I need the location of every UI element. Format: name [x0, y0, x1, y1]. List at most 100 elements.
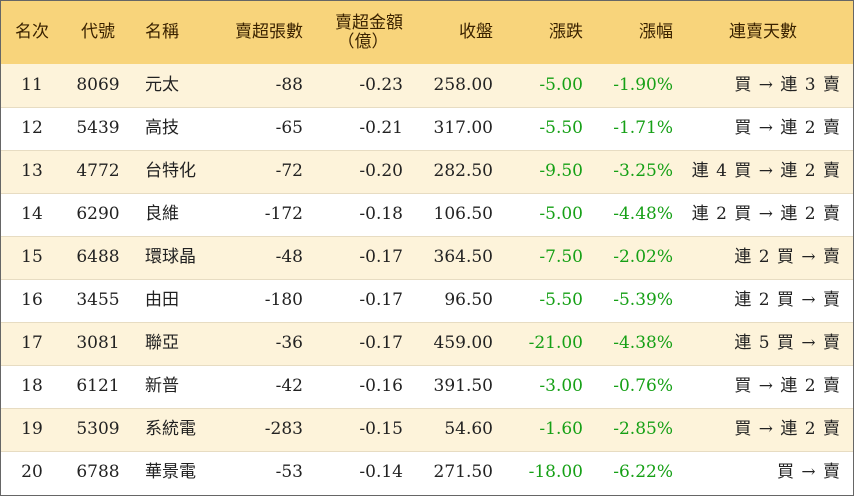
stock-code-cell[interactable]: 6488 — [63, 235, 133, 279]
oversold-lots-cell: -283 — [217, 407, 303, 451]
oversold-lots-cell: -48 — [217, 235, 303, 279]
oversold-lots-cell: -53 — [217, 450, 303, 494]
change-cell: -18.00 — [493, 450, 583, 494]
stock-code-cell[interactable]: 4772 — [63, 149, 133, 193]
change-pct-cell: -3.25% — [583, 149, 673, 193]
streak-cell: 連 2 買 → 連 2 賣 — [673, 192, 853, 236]
header-oversold-lots[interactable]: 賣超張數 — [235, 22, 303, 42]
change-cell: -21.00 — [493, 321, 583, 365]
close-price-cell: 364.50 — [403, 235, 493, 279]
oversold-amount-cell: -0.21 — [303, 106, 403, 150]
stock-name-cell[interactable]: 新普 — [133, 364, 217, 408]
rank-cell: 11 — [21, 74, 43, 95]
change-pct-cell: -1.71% — [583, 106, 673, 150]
table-row[interactable]: 17 3081 聯亞 -36 -0.17 459.00 -21.00 -4.38… — [1, 321, 853, 365]
change-cell: -7.50 — [493, 235, 583, 279]
table-row[interactable]: 14 6290 良維 -172 -0.18 106.50 -5.00 -4.48… — [1, 192, 853, 236]
table-row[interactable]: 18 6121 新普 -42 -0.16 391.50 -3.00 -0.76%… — [1, 364, 853, 408]
change-cell: -5.50 — [493, 106, 583, 150]
stock-name-cell[interactable]: 台特化 — [133, 149, 217, 193]
stock-name-cell[interactable]: 由田 — [133, 278, 217, 322]
close-price-cell: 54.60 — [403, 407, 493, 451]
stock-code-cell[interactable]: 3455 — [63, 278, 133, 322]
streak-cell: 買 → 連 2 賣 — [673, 407, 853, 451]
change-pct-cell: -2.85% — [583, 407, 673, 451]
header-change[interactable]: 漲跌 — [549, 22, 583, 42]
close-price-cell: 106.50 — [403, 192, 493, 236]
change-cell: -9.50 — [493, 149, 583, 193]
close-price-cell: 317.00 — [403, 106, 493, 150]
stock-code-cell[interactable]: 6788 — [63, 450, 133, 494]
oversold-amount-cell: -0.15 — [303, 407, 403, 451]
table-row[interactable]: 19 5309 系統電 -283 -0.15 54.60 -1.60 -2.85… — [1, 407, 853, 451]
rank-cell: 14 — [1, 192, 63, 236]
change-cell: -5.50 — [493, 278, 583, 322]
oversold-lots-cell: -180 — [217, 278, 303, 322]
streak-cell: 連 4 買 → 連 2 賣 — [673, 149, 853, 193]
change-pct-cell: -4.38% — [583, 321, 673, 365]
table-header-row: 名次 代號 名稱 賣超張數 賣超金額 （億） 收盤 漲跌 漲幅 連賣天數 — [1, 1, 853, 64]
change-pct-cell: -4.48% — [583, 192, 673, 236]
stock-code-cell[interactable]: 8069 — [76, 74, 120, 95]
oversold-lots-cell: -65 — [217, 106, 303, 150]
header-oversold-amount-label: 賣超金額 — [335, 12, 403, 33]
header-streak[interactable]: 連賣天數 — [729, 22, 797, 42]
change-pct-cell: -2.02% — [583, 235, 673, 279]
oversold-lots-cell: -42 — [217, 364, 303, 408]
rank-cell: 18 — [1, 364, 63, 408]
oversold-amount-cell: -0.14 — [303, 450, 403, 494]
stock-name-cell[interactable]: 系統電 — [133, 407, 217, 451]
stock-name-cell[interactable]: 良維 — [133, 192, 217, 236]
oversold-lots-cell: -172 — [217, 192, 303, 236]
oversold-lots-cell: -36 — [217, 321, 303, 365]
streak-cell: 買 → 連 3 賣 — [734, 74, 841, 95]
change-pct-cell: -5.39% — [583, 278, 673, 322]
stock-name-cell[interactable]: 聯亞 — [133, 321, 217, 365]
close-price-cell: 271.50 — [403, 450, 493, 494]
header-rank[interactable]: 名次 — [15, 22, 49, 42]
stock-code-cell[interactable]: 6290 — [63, 192, 133, 236]
header-change-pct[interactable]: 漲幅 — [639, 22, 673, 42]
rank-cell: 19 — [1, 407, 63, 451]
stock-code-cell[interactable]: 3081 — [63, 321, 133, 365]
stock-code-cell[interactable]: 5309 — [63, 407, 133, 451]
stock-name-cell[interactable]: 環球晶 — [133, 235, 217, 279]
close-price-cell: 391.50 — [403, 364, 493, 408]
change-cell: -5.00 — [493, 192, 583, 236]
oversold-amount-cell: -0.16 — [303, 364, 403, 408]
streak-cell: 連 2 買 → 賣 — [673, 235, 853, 279]
stock-code-cell[interactable]: 6121 — [63, 364, 133, 408]
header-name[interactable]: 名稱 — [145, 22, 179, 42]
rank-cell: 20 — [1, 450, 63, 494]
table-row[interactable]: 16 3455 由田 -180 -0.17 96.50 -5.50 -5.39%… — [1, 278, 853, 322]
close-price-cell: 258.00 — [433, 74, 493, 95]
table-row[interactable]: 13 4772 台特化 -72 -0.20 282.50 -9.50 -3.25… — [1, 149, 853, 193]
rank-cell: 17 — [1, 321, 63, 365]
header-oversold-amount-unit: （億） — [337, 31, 389, 52]
change-cell: -1.60 — [493, 407, 583, 451]
oversold-amount-cell: -0.23 — [359, 74, 403, 95]
table-row[interactable]: 11 8069 元太 -88 -0.23 258.00 -5.00 -1.90%… — [1, 64, 853, 107]
stock-code-cell[interactable]: 5439 — [63, 106, 133, 150]
header-code[interactable]: 代號 — [81, 22, 115, 42]
rank-cell: 15 — [1, 235, 63, 279]
table-row[interactable]: 12 5439 高技 -65 -0.21 317.00 -5.50 -1.71%… — [1, 106, 853, 150]
oversold-amount-cell: -0.17 — [303, 235, 403, 279]
oversold-amount-cell: -0.17 — [303, 321, 403, 365]
rank-cell: 12 — [1, 106, 63, 150]
change-pct-cell: -1.90% — [613, 74, 673, 95]
table-row[interactable]: 15 6488 環球晶 -48 -0.17 364.50 -7.50 -2.02… — [1, 235, 853, 279]
header-close[interactable]: 收盤 — [459, 22, 493, 42]
oversold-lots-cell: -88 — [275, 74, 303, 95]
table-row[interactable]: 20 6788 華景電 -53 -0.14 271.50 -18.00 -6.2… — [1, 450, 853, 494]
change-pct-cell: -6.22% — [583, 450, 673, 494]
stock-name-cell[interactable]: 高技 — [133, 106, 217, 150]
header-oversold-amount[interactable]: 賣超金額 （億） — [303, 1, 403, 64]
stock-name-cell[interactable]: 元太 — [145, 74, 179, 95]
stock-name-cell[interactable]: 華景電 — [133, 450, 217, 494]
close-price-cell: 96.50 — [403, 278, 493, 322]
rank-cell: 16 — [1, 278, 63, 322]
rank-cell: 13 — [1, 149, 63, 193]
